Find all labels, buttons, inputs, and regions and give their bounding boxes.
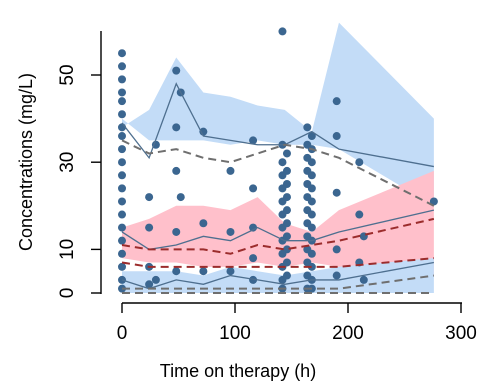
percentile-line-2 — [121, 139, 435, 207]
data-point — [278, 27, 287, 36]
data-point — [332, 245, 341, 254]
data-point — [307, 197, 316, 206]
data-point — [282, 271, 291, 280]
data-point — [355, 210, 364, 219]
data-point — [172, 267, 181, 276]
data-point — [307, 158, 316, 167]
data-point — [282, 193, 291, 202]
x-tick-label: 100 — [219, 323, 251, 344]
data-point — [118, 210, 126, 219]
data-point — [249, 184, 258, 193]
data-point — [118, 236, 126, 245]
data-point — [118, 110, 126, 119]
data-point — [172, 123, 181, 132]
data-point — [118, 184, 126, 193]
data-point — [172, 166, 181, 175]
data-point — [307, 262, 316, 271]
percentile-line-1 — [121, 82, 434, 168]
x-axis: 0 100 200 300 — [117, 302, 477, 344]
data-point — [307, 210, 316, 219]
percentile-lines — [121, 82, 435, 294]
y-tick-label: 0 — [57, 288, 78, 299]
data-point — [118, 145, 126, 154]
x-tick-label: 0 — [117, 323, 128, 344]
percentile-line-7 — [122, 274, 435, 290]
data-point — [118, 223, 126, 232]
data-point — [145, 193, 154, 202]
data-point — [282, 245, 291, 254]
data-point — [359, 275, 368, 284]
data-point — [151, 275, 160, 284]
data-point — [282, 166, 291, 175]
data-point — [118, 197, 126, 206]
y-axis-title: Concentrations (mg/L) — [16, 73, 36, 251]
data-point — [249, 275, 258, 284]
data-point — [332, 271, 341, 280]
data-point — [249, 223, 258, 232]
upper-band — [122, 22, 434, 206]
data-point — [151, 140, 160, 149]
observed-points — [118, 27, 438, 293]
y-tick-label: 10 — [57, 239, 78, 260]
data-point — [249, 254, 258, 263]
data-point — [118, 171, 126, 180]
data-point — [249, 136, 258, 145]
data-point — [307, 184, 316, 193]
data-point — [172, 66, 181, 75]
data-point — [307, 249, 316, 258]
data-point — [199, 219, 208, 228]
data-point — [226, 227, 235, 236]
middle-band — [122, 170, 434, 276]
data-point — [278, 158, 287, 167]
data-point — [332, 132, 341, 141]
data-point — [355, 158, 364, 167]
data-point — [307, 132, 316, 141]
data-point — [282, 206, 291, 215]
data-point — [226, 166, 235, 175]
data-point — [118, 88, 126, 97]
data-point — [332, 97, 341, 106]
data-point — [118, 158, 126, 167]
data-point — [176, 193, 185, 202]
percentile-line-4 — [121, 217, 435, 255]
data-point — [282, 258, 291, 267]
data-point — [307, 171, 316, 180]
x-tick-label: 200 — [332, 323, 364, 344]
data-point — [282, 232, 291, 241]
data-point — [118, 62, 126, 71]
data-point — [118, 249, 126, 258]
x-tick-label: 300 — [445, 323, 477, 344]
data-point — [172, 227, 181, 236]
y-tick-label: 50 — [57, 64, 78, 85]
y-axis: 0 10 30 50 — [57, 31, 102, 299]
data-point — [282, 180, 291, 188]
data-point — [118, 132, 126, 141]
data-point — [226, 267, 235, 276]
data-point — [332, 188, 341, 197]
data-point — [307, 223, 316, 232]
data-point — [145, 223, 154, 232]
data-point — [145, 280, 154, 289]
data-point — [429, 197, 438, 206]
data-point — [118, 49, 126, 58]
data-point — [118, 75, 126, 84]
x-axis-title: Time on therapy (h) — [160, 361, 316, 381]
data-point — [303, 123, 312, 132]
percentile-line-5 — [121, 257, 434, 268]
data-point — [199, 127, 208, 136]
percentile-line-6 — [121, 261, 434, 290]
data-point — [118, 262, 126, 271]
percentile-line-3 — [121, 209, 435, 251]
data-point — [282, 219, 291, 228]
data-point — [282, 149, 291, 158]
y-tick-label: 30 — [57, 152, 78, 173]
data-point — [118, 97, 126, 106]
data-point — [199, 267, 208, 276]
